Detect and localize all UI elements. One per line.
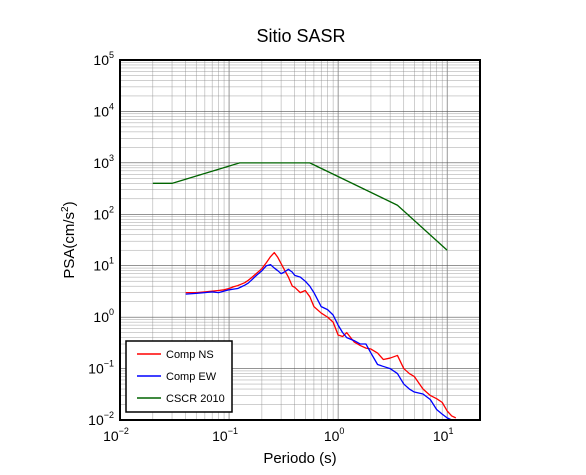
x-tick-exp: 1 xyxy=(448,426,453,436)
y-tick-base: 10 xyxy=(93,155,109,171)
y-tick-exp: 1 xyxy=(109,256,114,266)
x-tick-exp: −1 xyxy=(228,426,238,436)
y-tick-base: 10 xyxy=(88,412,104,428)
y-tick-exp: 2 xyxy=(109,204,114,214)
y-tick-exp: 3 xyxy=(109,153,114,163)
x-tick-exp: 0 xyxy=(339,426,344,436)
legend-label-comp-ew: Comp EW xyxy=(166,371,217,383)
y-tick-label: 104 xyxy=(93,101,114,119)
x-tick-label: 100 xyxy=(324,426,345,444)
y-tick-exp: 0 xyxy=(109,307,114,317)
x-tick-base: 10 xyxy=(103,428,119,444)
y-tick-base: 10 xyxy=(93,206,109,222)
legend: Comp NS Comp EW CSCR 2010 xyxy=(125,340,233,413)
y-tick-base: 10 xyxy=(93,52,109,68)
y-axis-label-end: ) xyxy=(61,201,78,206)
x-tick-label: 10−1 xyxy=(212,426,238,444)
x-tick-labels: 10−2 10−1 100 101 xyxy=(103,426,453,444)
x-tick-base: 10 xyxy=(212,428,228,444)
y-tick-exp: −2 xyxy=(104,410,114,420)
x-tick-label: 10−2 xyxy=(103,426,129,444)
y-tick-label: 10−2 xyxy=(88,410,114,428)
y-tick-base: 10 xyxy=(93,258,109,274)
x-tick-base: 10 xyxy=(433,428,449,444)
x-tick-exp: −2 xyxy=(119,426,129,436)
y-tick-label: 100 xyxy=(93,307,114,325)
y-tick-label: 105 xyxy=(93,50,114,68)
series-line-cscr-2010 xyxy=(152,162,448,251)
y-axis-label-sup: 2 xyxy=(60,206,71,212)
series-line-comp-ew xyxy=(185,263,452,421)
chart-title: Sitio SASR xyxy=(256,26,345,46)
y-tick-label: 103 xyxy=(93,153,114,171)
x-axis-label: Periodo (s) xyxy=(263,450,336,467)
y-tick-exp: 4 xyxy=(109,101,114,111)
y-tick-label: 10−1 xyxy=(88,359,114,377)
y-tick-base: 10 xyxy=(93,309,109,325)
x-tick-base: 10 xyxy=(324,428,340,444)
y-tick-base: 10 xyxy=(93,103,109,119)
y-tick-label: 102 xyxy=(93,204,114,222)
plot-frame xyxy=(119,59,481,421)
series-layer xyxy=(152,162,457,421)
y-axis-label-base: PSA(cm/s xyxy=(61,212,78,279)
y-tick-exp: −1 xyxy=(104,359,114,369)
y-tick-exp: 5 xyxy=(109,50,114,60)
legend-label-cscr-2010: CSCR 2010 xyxy=(166,393,225,405)
series-line-comp-ns xyxy=(185,251,457,419)
y-tick-label: 101 xyxy=(93,256,114,274)
y-axis-label: PSA(cm/s2) xyxy=(60,201,78,278)
legend-label-comp-ns: Comp NS xyxy=(166,349,214,361)
x-tick-label: 101 xyxy=(433,426,454,444)
y-tick-base: 10 xyxy=(88,361,104,377)
